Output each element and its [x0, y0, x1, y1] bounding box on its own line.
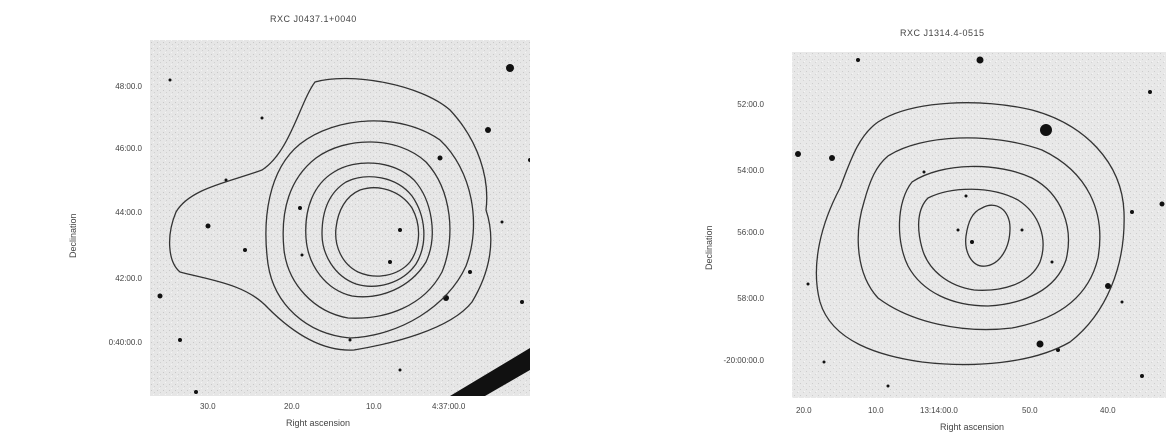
figure-right: RXC J1314.4-0515 [600, 0, 1168, 440]
x-tick-label: 10.0 [366, 402, 382, 411]
figure-title: RXC J1314.4-0515 [900, 28, 985, 38]
stars-group [157, 64, 530, 394]
y-tick-label: 52:00.0 [737, 100, 764, 109]
y-tick-label: 0:40:00.0 [108, 338, 142, 347]
x-tick-label: 20.0 [796, 406, 812, 415]
x-tick-label: 4:37:00.0 [432, 402, 466, 411]
y-tick-label: 58:00.0 [737, 294, 764, 303]
sky-image [150, 40, 530, 396]
y-tick-label: -20:00:00.0 [723, 356, 764, 365]
x-tick-label: 13:14:00.0 [920, 406, 958, 415]
x-tick-label: 30.0 [200, 402, 216, 411]
y-axis-label: Declination [68, 213, 78, 258]
y-tick-label: 48:00.0 [115, 82, 142, 91]
x-tick-label: 10.0 [868, 406, 884, 415]
stars-group [795, 56, 1165, 388]
figure-left: RXC J0437.1+0040 [0, 0, 560, 440]
xray-contours [168, 77, 492, 351]
x-tick-label: 20.0 [284, 402, 300, 411]
y-axis-label: Declination [704, 225, 714, 270]
y-tick-label: 54:00.0 [737, 166, 764, 175]
sky-image [792, 52, 1166, 398]
y-tick-label: 44:00.0 [115, 208, 142, 217]
y-tick-label: 46:00.0 [115, 144, 142, 153]
x-axis-label: Right ascension [940, 422, 1005, 432]
xray-contours [815, 102, 1125, 366]
x-tick-label: 50.0 [1022, 406, 1038, 415]
y-tick-label: 56:00.0 [737, 228, 764, 237]
x-tick-label: 40.0 [1100, 406, 1116, 415]
figure-title: RXC J0437.1+0040 [270, 14, 357, 24]
y-tick-label: 42:00.0 [115, 274, 142, 283]
x-axis-label: Right ascension [286, 418, 351, 428]
detector-streak [450, 348, 530, 396]
